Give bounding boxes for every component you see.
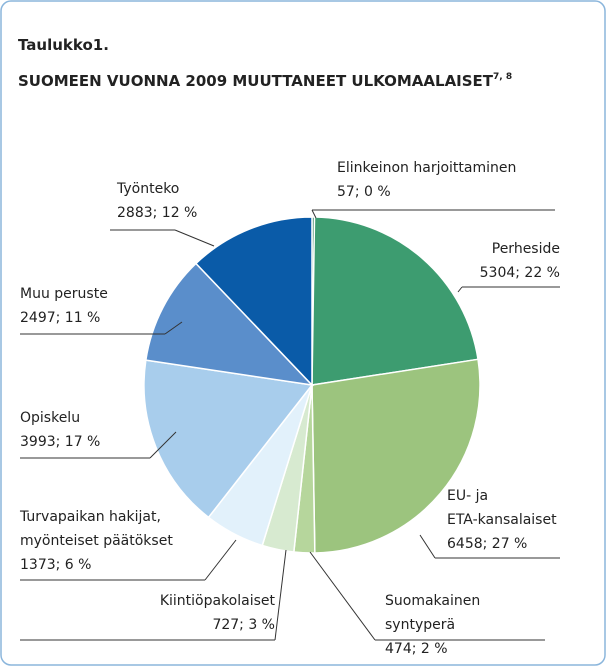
chart-subtitle: SUOMEEN VUONNA 2009 MUUTTANEET ULKOMAALA… [18,72,512,90]
leader-line [309,551,376,641]
slice-label: Perheside [492,241,560,257]
leader-line [419,534,436,559]
leader-line [164,321,183,335]
leader-line [204,539,237,581]
pie-slice [143,359,314,519]
value-label: 6458; 27 % [447,536,527,552]
leader-line [457,286,463,293]
value-label: 2883; 12 % [117,205,197,221]
slice-label: Työnteko [116,181,179,197]
value-label: 727; 3 % [212,617,275,633]
pie-slice [311,216,479,386]
value-label: 57; 0 % [337,184,391,200]
leader-line [174,229,215,247]
pie-slice [194,216,313,387]
leader-line [274,549,287,641]
value-label: 2497; 11 % [20,310,100,326]
slice-label: Muu peruste [20,286,108,302]
slice-label: EU- ja ETA-kansalaiset [447,488,557,528]
value-label: 1373; 6 % [20,557,91,573]
slice-label: Kiintiöpakolaiset [160,593,276,609]
slice-label: Opiskelu [20,410,80,426]
value-label: 474; 2 % [385,641,448,657]
chart-title: Taulukko1. [18,36,109,54]
pie-slice [311,358,481,554]
slice-label: Turvapaikan hakijat, myönteiset päätökset [19,509,173,549]
subtitle-text: SUOMEEN VUONNA 2009 MUUTTANEET ULKOMAALA… [18,72,494,90]
value-label: 5304; 22 % [480,265,560,281]
leader-line [149,431,177,459]
slice-label: Suomakainen syntyperä [385,593,480,633]
pie-slice [144,262,315,387]
subtitle-note: 7, 8 [493,72,512,82]
value-label: 3993; 17 % [20,434,100,450]
leader-line [311,209,317,219]
slice-label: Elinkeinon harjoittaminen [337,160,516,176]
